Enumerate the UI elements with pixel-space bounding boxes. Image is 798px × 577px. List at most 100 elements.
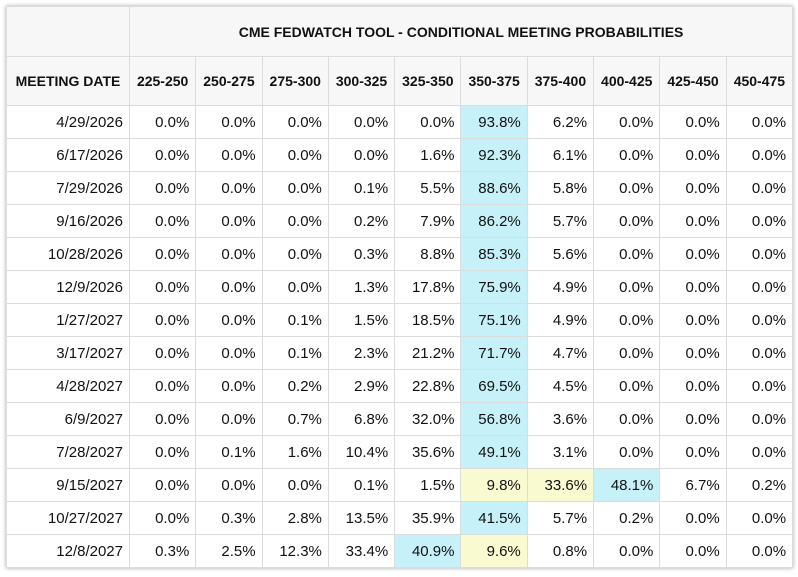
probability-cell: 5.7% xyxy=(526,204,595,238)
table-row: 7/28/2027 0.0% 0.1% 1.6% 10.4% 35.6% 49.1% 3.1%… xyxy=(6,435,794,469)
probability-cell: 12.3% xyxy=(261,534,329,568)
probability-cell: 0.0% xyxy=(195,270,263,304)
probability-cell: 4.9% xyxy=(526,303,595,337)
corner-cell xyxy=(6,6,130,57)
probability-cell: 0.1% xyxy=(261,303,329,337)
column-header: 300-325 xyxy=(327,56,396,106)
table-row: 6/17/2026 0.0% 0.0% 0.0% 0.0% 1.6% 92.3% 6.1% 0.… xyxy=(6,138,794,172)
probability-cell: 0.0% xyxy=(725,270,794,304)
probability-cell: 0.1% xyxy=(195,435,263,469)
probability-cell: 0.0% xyxy=(195,369,263,403)
probability-cell: 71.7% xyxy=(460,336,528,370)
probability-cell: 0.0% xyxy=(593,105,661,139)
column-header: MEETING DATE xyxy=(6,56,130,106)
probability-cell: 0.0% xyxy=(128,105,197,139)
meeting-date: 4/29/2026 xyxy=(6,105,130,139)
probability-cell: 0.0% xyxy=(593,171,661,205)
probability-cell: 6.1% xyxy=(526,138,595,172)
probability-cell: 0.0% xyxy=(128,435,197,469)
table-row: 6/9/2027 0.0% 0.0% 0.7% 6.8% 32.0% 56.8% 3.6% 0.… xyxy=(6,402,794,436)
table-row: 3/17/2027 0.0% 0.0% 0.1% 2.3% 21.2% 71.7% 4.7% 0… xyxy=(6,336,794,370)
probability-cell: 0.0% xyxy=(195,336,263,370)
meeting-date: 10/27/2027 xyxy=(6,501,130,535)
probability-cell: 2.3% xyxy=(327,336,396,370)
table-row: 4/28/2027 0.0% 0.0% 0.2% 2.9% 22.8% 69.5% 4.5% 0… xyxy=(6,369,794,403)
probability-cell: 6.2% xyxy=(526,105,595,139)
probability-cell: 35.9% xyxy=(394,501,462,535)
table-row: 10/28/2026 0.0% 0.0% 0.0% 0.3% 8.8% 85.3% 5.6% 0… xyxy=(6,237,794,271)
probability-cell: 0.0% xyxy=(128,237,197,271)
probability-cell: 0.0% xyxy=(261,105,329,139)
probability-cell: 0.0% xyxy=(327,138,396,172)
probability-cell: 0.0% xyxy=(659,336,727,370)
probability-table: CME FEDWATCH TOOL - CONDITIONAL MEETING … xyxy=(6,6,794,568)
probability-cell: 0.2% xyxy=(593,501,661,535)
probability-cell: 1.3% xyxy=(327,270,396,304)
probability-cell: 18.5% xyxy=(394,303,462,337)
header-row: MEETING DATE 225-250 250-275 275-300 300-325… xyxy=(6,56,794,106)
probability-cell: 5.8% xyxy=(526,171,595,205)
probability-cell: 0.0% xyxy=(195,468,263,502)
probability-cell: 0.0% xyxy=(593,534,661,568)
meeting-date: 3/17/2027 xyxy=(6,336,130,370)
column-header: 450-475 xyxy=(725,56,794,106)
probability-cell: 0.0% xyxy=(725,369,794,403)
table-row: 9/16/2026 0.0% 0.0% 0.0% 0.2% 7.9% 86.2% 5.7% 0.… xyxy=(6,204,794,238)
probability-cell: 0.0% xyxy=(659,105,727,139)
table-row: 10/27/2027 0.0% 0.3% 2.8% 13.5% 35.9% 41.5% 5.7… xyxy=(6,501,794,535)
probability-cell: 0.0% xyxy=(195,105,263,139)
probability-cell: 2.8% xyxy=(261,501,329,535)
probability-cell: 0.0% xyxy=(593,402,661,436)
table-head: CME FEDWATCH TOOL - CONDITIONAL MEETING … xyxy=(6,6,794,106)
meeting-date: 10/28/2026 xyxy=(6,237,130,271)
probability-cell: 0.0% xyxy=(659,303,727,337)
probability-cell: 9.6% xyxy=(460,534,528,568)
probability-cell: 0.1% xyxy=(327,171,396,205)
probability-cell: 0.7% xyxy=(261,402,329,436)
probability-cell: 0.0% xyxy=(725,534,794,568)
probability-cell: 0.0% xyxy=(659,237,727,271)
probability-cell: 0.0% xyxy=(593,270,661,304)
probability-cell: 17.8% xyxy=(394,270,462,304)
probability-cell: 0.0% xyxy=(593,237,661,271)
table-wrapper: CME FEDWATCH TOOL - CONDITIONAL MEETING … xyxy=(6,6,794,568)
table-row: 9/15/2027 0.0% 0.0% 0.0% 0.1% 1.5% 9.8% 33.6% 48… xyxy=(6,468,794,502)
probability-cell: 92.3% xyxy=(460,138,528,172)
probability-cell: 0.0% xyxy=(128,336,197,370)
probability-cell: 3.1% xyxy=(526,435,595,469)
probability-cell: 0.0% xyxy=(725,105,794,139)
probability-cell: 0.0% xyxy=(659,204,727,238)
meeting-date: 4/28/2027 xyxy=(6,369,130,403)
column-header: 275-300 xyxy=(261,56,329,106)
column-header: 375-400 xyxy=(526,56,595,106)
probability-cell: 0.0% xyxy=(195,402,263,436)
probability-cell: 0.0% xyxy=(725,402,794,436)
probability-cell: 0.0% xyxy=(725,501,794,535)
probability-cell: 0.0% xyxy=(659,171,727,205)
probability-cell: 0.0% xyxy=(593,204,661,238)
table-row: 12/8/2027 0.3% 2.5% 12.3% 33.4% 40.9% 9.6% 0.8%… xyxy=(6,534,794,568)
probability-cell: 0.3% xyxy=(195,501,263,535)
probability-cell: 41.5% xyxy=(460,501,528,535)
probability-cell: 93.8% xyxy=(460,105,528,139)
probability-cell: 4.9% xyxy=(526,270,595,304)
probability-cell: 0.0% xyxy=(659,270,727,304)
meeting-date: 9/16/2026 xyxy=(6,204,130,238)
probability-cell: 2.9% xyxy=(327,369,396,403)
table-row: 1/27/2027 0.0% 0.0% 0.1% 1.5% 18.5% 75.1% 4.9% 0… xyxy=(6,303,794,337)
probability-cell: 9.8% xyxy=(460,468,528,502)
meeting-date: 6/17/2026 xyxy=(6,138,130,172)
probability-cell: 49.1% xyxy=(460,435,528,469)
meeting-date: 7/29/2026 xyxy=(6,171,130,205)
probability-cell: 0.0% xyxy=(725,237,794,271)
probability-cell: 6.8% xyxy=(327,402,396,436)
title-row: CME FEDWATCH TOOL - CONDITIONAL MEETING … xyxy=(6,6,794,57)
probability-cell: 0.3% xyxy=(128,534,197,568)
column-header: 350-375 xyxy=(460,56,528,106)
probability-cell: 0.0% xyxy=(128,138,197,172)
probability-cell: 56.8% xyxy=(460,402,528,436)
probability-cell: 5.7% xyxy=(526,501,595,535)
probability-cell: 40.9% xyxy=(394,534,462,568)
column-header: 325-350 xyxy=(394,56,462,106)
